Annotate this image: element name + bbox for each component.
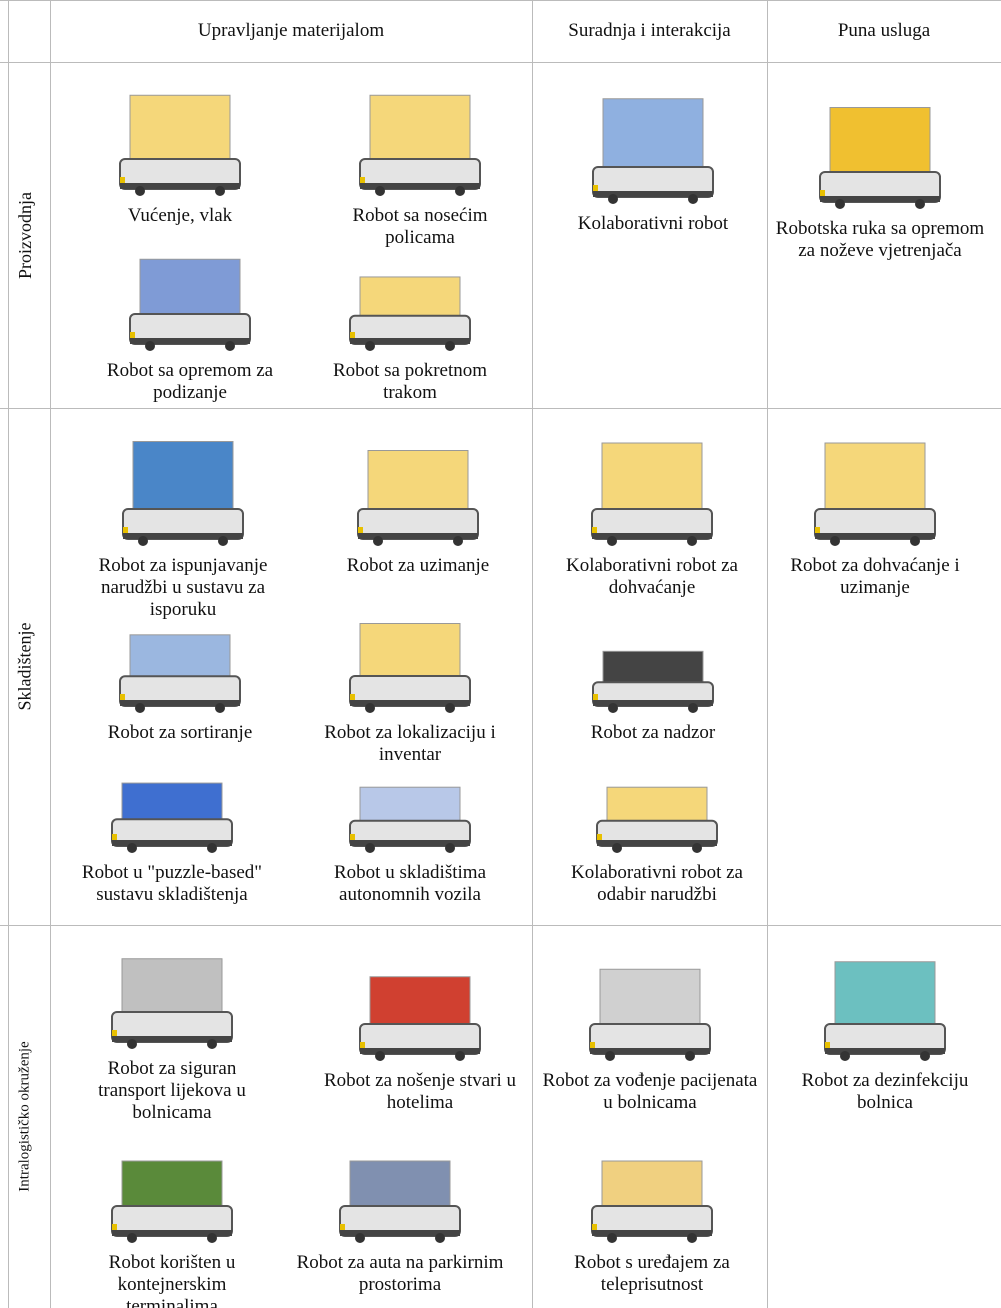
border: [0, 408, 1001, 409]
item-label: Robot korišten u kontejnerskim terminali…: [72, 1252, 272, 1308]
item-label: Robot za nošenje stvari u hotelima: [308, 1070, 533, 1114]
robot-icon: [328, 425, 508, 547]
robot-icon: [320, 600, 500, 714]
robot-icon: [785, 415, 965, 547]
item-label: Robot sa pokretnom trakom: [310, 360, 510, 404]
border: [0, 62, 1001, 63]
robot-icon: [90, 615, 270, 714]
column-header: Suradnja i interakcija: [532, 0, 767, 62]
item-label: Robot u "puzzle-based" sustavu skladište…: [77, 862, 267, 906]
figure: Upravljanje materijalom Suradnja i inter…: [0, 0, 1001, 1308]
robot-icon: [795, 935, 975, 1062]
item-label: Robot za ispunjavanje narudžbi u sustavu…: [73, 555, 293, 621]
robot-icon: [562, 415, 742, 547]
row-header: Skladištenje: [15, 623, 36, 711]
column-header: Upravljanje materijalom: [50, 0, 532, 62]
robot-icon: [82, 1140, 262, 1244]
item-label: Robot za siguran transport lijekova u bo…: [72, 1058, 272, 1124]
border: [50, 0, 51, 1308]
robot-icon: [93, 413, 273, 547]
robot-icon: [562, 1140, 742, 1244]
item-label: Robot s uređajem za teleprisutnost: [552, 1252, 752, 1296]
column-header: Puna usluga: [767, 0, 1001, 62]
item-label: Robot u skladištima autonomnih vozila: [310, 862, 510, 906]
robot-icon: [90, 68, 270, 197]
item-label: Robot za dohvaćanje i uzimanje: [765, 555, 985, 599]
robot-icon: [560, 945, 740, 1062]
item-label: Robot za lokalizaciju i inventar: [300, 722, 520, 766]
item-label: Vućenje, vlak: [70, 205, 290, 227]
item-label: Kolaborativni robot za dohvaćanje: [540, 555, 765, 599]
item-label: Robot za auta na parkirnim prostorima: [295, 1252, 505, 1296]
robot-icon: [567, 770, 747, 854]
border: [0, 925, 1001, 926]
robot-icon: [320, 258, 500, 352]
border: [767, 0, 768, 1308]
robot-icon: [100, 235, 280, 352]
item-label: Robot sa opremom za podizanje: [75, 360, 305, 404]
row-header: Proizvodnja: [15, 192, 36, 279]
robot-icon: [330, 955, 510, 1062]
robot-icon: [330, 68, 510, 197]
item-label: Robot za uzimanje: [318, 555, 518, 577]
item-label: Robot za vođenje pacijenata u bolnicama: [538, 1070, 763, 1114]
item-label: Kolaborativni robot za odabir narudžbi: [547, 862, 767, 906]
robot-icon: [82, 935, 262, 1050]
item-label: Robot za dezinfekciju bolnica: [780, 1070, 990, 1114]
item-label: Robot za sortiranje: [80, 722, 280, 744]
robot-icon: [563, 70, 743, 205]
robot-icon: [82, 765, 262, 854]
item-label: Robot sa nosećim policama: [325, 205, 515, 249]
robot-icon: [563, 635, 743, 714]
item-label: Robotska ruka sa opremom za noževe vjetr…: [775, 218, 985, 262]
item-label: Robot za nadzor: [553, 722, 753, 744]
item-label: Kolaborativni robot: [543, 213, 763, 235]
robot-icon: [790, 80, 970, 210]
robot-icon: [310, 1140, 490, 1244]
row-header: Intralogističko okruženje: [17, 1041, 34, 1191]
robot-icon: [320, 770, 500, 854]
